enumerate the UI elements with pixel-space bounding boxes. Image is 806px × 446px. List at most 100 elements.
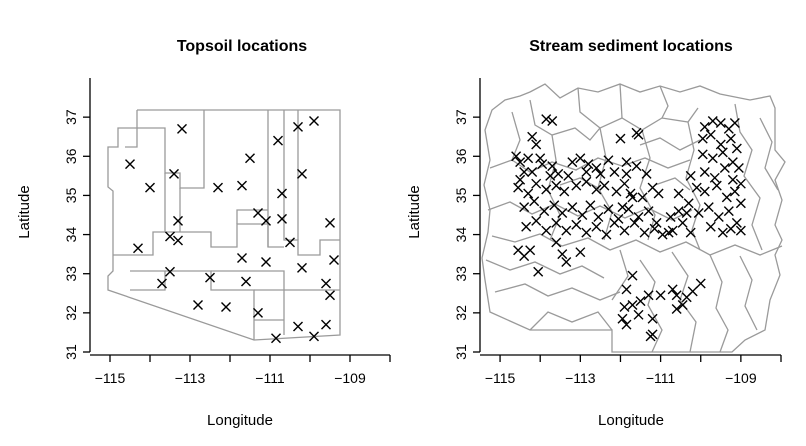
stream-sediment-point bbox=[603, 204, 614, 215]
stream-sediment-point bbox=[627, 270, 638, 281]
stream-sediment-point bbox=[619, 225, 630, 236]
stream-sediment-point bbox=[591, 221, 602, 232]
stream-sediment-point bbox=[609, 166, 620, 177]
stream-sediment-x-tick-label: −109 bbox=[725, 370, 757, 386]
topsoil-point bbox=[253, 208, 263, 219]
topsoil-point bbox=[285, 237, 295, 248]
stream-sediment-point bbox=[633, 211, 644, 222]
topsoil-point bbox=[193, 300, 203, 311]
stream-sediment-panel: Stream sediment locations Longitude Lati… bbox=[406, 38, 786, 429]
stream-sediment-point bbox=[541, 225, 552, 236]
topsoil-point bbox=[321, 319, 331, 330]
stream-sediment-point bbox=[539, 206, 550, 217]
stream-sediment-point bbox=[713, 211, 724, 222]
stream-sediment-point bbox=[721, 192, 732, 203]
stream-sediment-point bbox=[667, 284, 678, 295]
stream-sediment-point bbox=[699, 121, 710, 132]
stream-sediment-point bbox=[515, 174, 526, 185]
stream-sediment-point bbox=[657, 229, 668, 240]
topsoil-point bbox=[125, 159, 135, 170]
stream-sediment-point bbox=[699, 186, 710, 197]
topsoil-point bbox=[157, 278, 167, 289]
stream-sediment-point bbox=[557, 249, 568, 260]
stream-sediment-point bbox=[575, 247, 586, 258]
stream-sediment-point bbox=[571, 219, 582, 230]
stream-sediment-point bbox=[583, 159, 594, 170]
stream-sediment-point bbox=[527, 131, 538, 142]
stream-sediment-point bbox=[707, 116, 718, 127]
stream-sediment-point bbox=[599, 180, 610, 191]
stream-sediment-point bbox=[717, 147, 728, 158]
stream-sediment-point bbox=[547, 161, 558, 172]
stream-sediment-point bbox=[725, 223, 736, 234]
topsoil-y-tick-label: 35 bbox=[63, 187, 79, 203]
stream-sediment-point bbox=[653, 188, 664, 199]
topsoil-point bbox=[165, 266, 175, 277]
topsoil-point bbox=[309, 116, 319, 127]
stream-sediment-point bbox=[531, 215, 542, 226]
topsoil-point bbox=[271, 333, 281, 344]
topsoil-county-boundaries bbox=[107, 109, 341, 341]
stream-sediment-point bbox=[673, 188, 684, 199]
stream-sediment-point bbox=[617, 202, 628, 213]
stream-sediment-point bbox=[645, 331, 656, 342]
stream-sediment-title: Stream sediment locations bbox=[529, 38, 733, 55]
stream-sediment-point bbox=[637, 192, 648, 203]
stream-sediment-point bbox=[551, 180, 562, 191]
topsoil-point bbox=[177, 123, 187, 134]
stream-sediment-point bbox=[685, 170, 696, 181]
stream-sediment-point bbox=[727, 174, 738, 185]
topsoil-point bbox=[205, 272, 215, 283]
topsoil-point bbox=[293, 321, 303, 332]
topsoil-point bbox=[325, 290, 335, 301]
stream-sediment-point bbox=[571, 180, 582, 191]
stream-sediment-point bbox=[663, 227, 674, 238]
topsoil-point bbox=[241, 276, 251, 287]
topsoil-y-tick-label: 36 bbox=[63, 148, 79, 164]
stream-sediment-point bbox=[731, 143, 742, 154]
stream-sediment-point bbox=[629, 217, 640, 228]
stream-sediment-y-label: Latitude bbox=[406, 185, 423, 238]
stream-sediment-point bbox=[671, 303, 682, 314]
stream-sediment-point bbox=[717, 227, 728, 238]
stream-sediment-point bbox=[561, 225, 572, 236]
stream-sediment-point bbox=[677, 300, 688, 311]
stream-sediment-point bbox=[719, 163, 730, 174]
topsoil-point bbox=[297, 168, 307, 179]
stream-sediment-point bbox=[621, 168, 632, 179]
stream-sediment-x-tick-label: −115 bbox=[485, 370, 516, 386]
stream-sediment-point bbox=[627, 300, 638, 311]
stream-sediment-y-tick-label: 37 bbox=[453, 109, 469, 125]
topsoil-point bbox=[273, 135, 283, 146]
stream-sediment-point bbox=[611, 186, 622, 197]
stream-sediment-point bbox=[601, 229, 612, 240]
topsoil-point bbox=[221, 301, 231, 312]
stream-sediment-point bbox=[733, 163, 744, 174]
topsoil-point bbox=[173, 215, 183, 226]
stream-sediment-point bbox=[581, 176, 592, 187]
topsoil-point bbox=[237, 180, 247, 191]
stream-sediment-point bbox=[639, 227, 650, 238]
stream-sediment-point bbox=[523, 188, 534, 199]
topsoil-point bbox=[253, 307, 263, 318]
stream-sediment-point bbox=[515, 157, 526, 168]
stream-sediment-watershed-boundaries bbox=[481, 83, 786, 353]
stream-sediment-y-tick-label: 31 bbox=[453, 344, 469, 360]
stream-sediment-point bbox=[665, 211, 676, 222]
stream-sediment-point bbox=[547, 116, 558, 127]
stream-sediment-point bbox=[643, 206, 654, 217]
topsoil-point bbox=[277, 188, 287, 199]
stream-sediment-point bbox=[513, 182, 524, 193]
stream-sediment-point bbox=[715, 139, 726, 150]
topsoil-point bbox=[261, 215, 271, 226]
topsoil-x-axis: −115 −113 −111 −109 bbox=[90, 354, 391, 386]
topsoil-x-tick-label: −113 bbox=[175, 370, 206, 386]
topsoil-x-label: Longitude bbox=[207, 412, 273, 429]
topsoil-point bbox=[309, 331, 319, 342]
stream-sediment-point bbox=[591, 163, 602, 174]
stream-sediment-point bbox=[525, 245, 536, 256]
stream-sediment-point bbox=[519, 202, 530, 213]
stream-sediment-point bbox=[655, 290, 666, 301]
stream-sediment-point bbox=[537, 159, 548, 170]
stream-sediment-point bbox=[593, 211, 604, 222]
